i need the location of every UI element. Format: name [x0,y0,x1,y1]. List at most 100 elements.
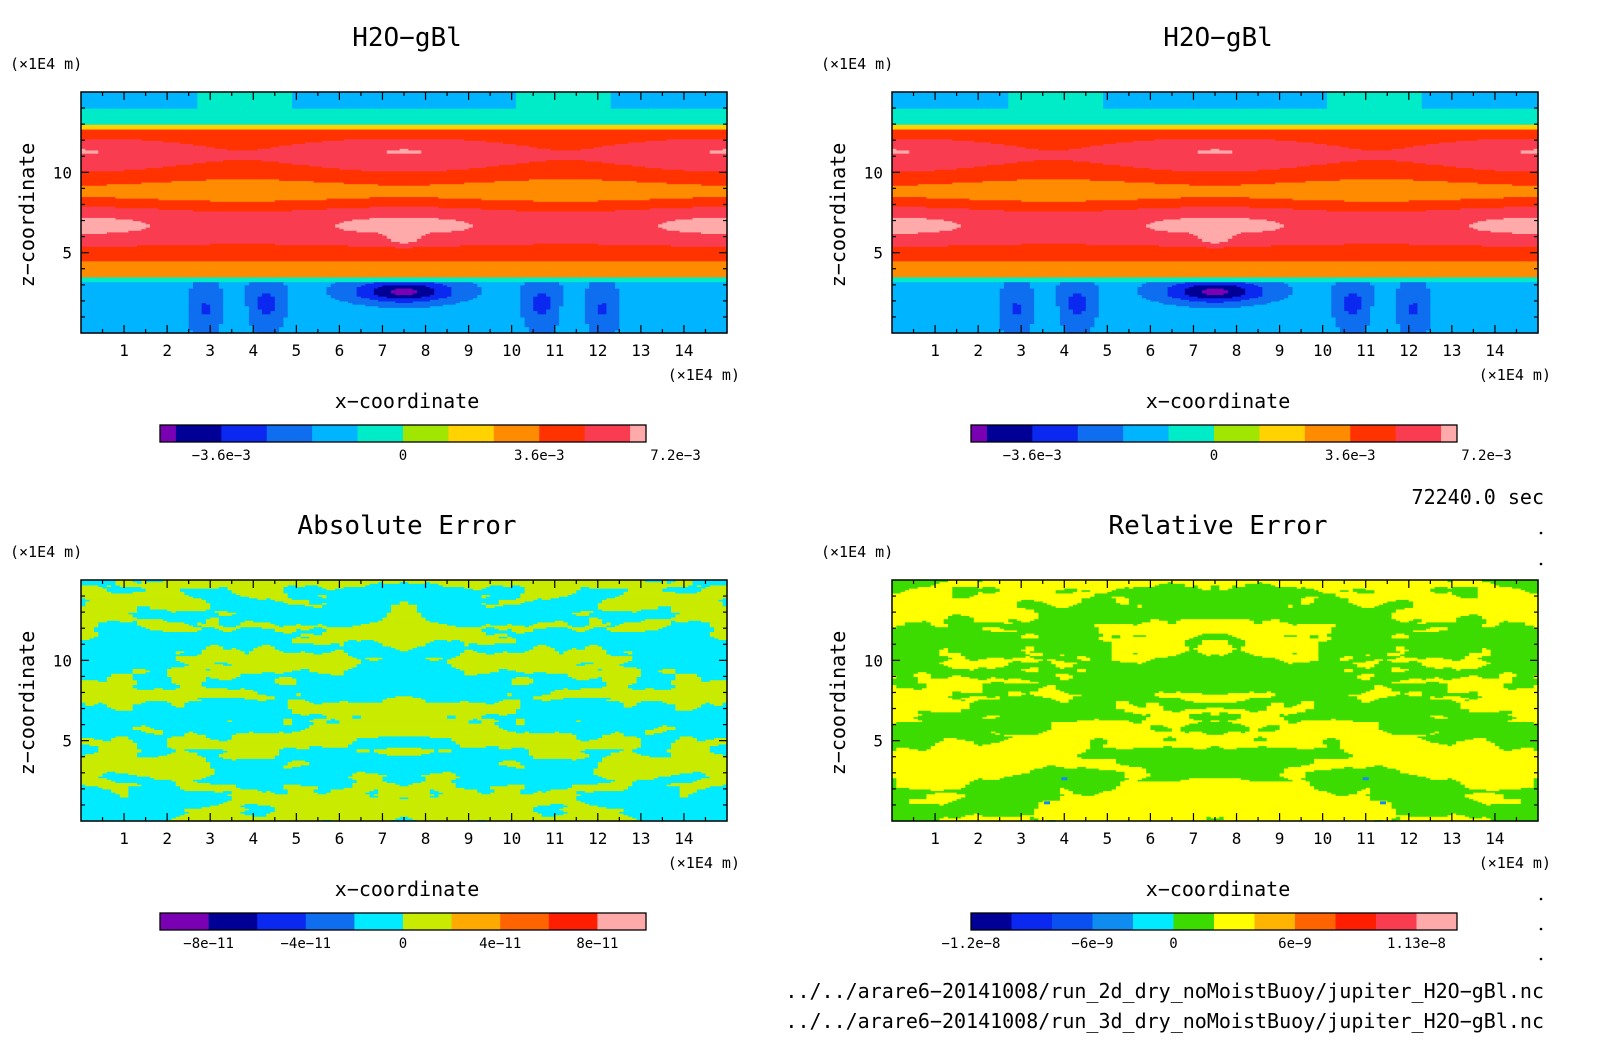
heatmap-cell [429,790,440,793]
heatmap-cell [563,289,586,292]
heatmap-cell [1357,294,1375,297]
heatmap-cell [1460,706,1539,710]
heatmap-cell [274,307,289,310]
heatmap-cell [141,624,194,628]
heatmap-cell [210,644,220,647]
heatmap-cell [223,318,250,321]
heatmap-cell [1326,98,1423,101]
heatmap-cell [1525,621,1539,624]
heatmap-cell [1451,666,1479,669]
heatmap-cell [1520,798,1539,801]
heatmap-cell [892,122,1539,125]
heatmap-cell [1077,588,1117,591]
heatmap-cell [1361,788,1371,792]
heatmap-cell [1124,586,1130,589]
heatmap-cell [602,645,728,649]
heatmap-cell [1159,244,1272,247]
heatmap-cell [679,612,728,615]
heatmap-cell [184,809,246,812]
heatmap-cell [892,682,928,686]
heatmap-cell [892,747,897,750]
heatmap-cell [81,145,207,148]
heatmap-cell [926,686,984,689]
heatmap-cell [1296,652,1319,655]
heatmap-cell [300,692,508,695]
heatmap-cell [223,296,246,299]
heatmap-cell [1059,323,1096,326]
heatmap-cell [619,321,728,324]
heatmap-cell [1520,801,1539,804]
heatmap-cell [619,299,728,302]
heatmap-cell [515,92,612,95]
heatmap-cell [248,307,259,310]
heatmap-cell [158,207,328,210]
heatmap-cell [218,803,246,806]
heatmap-cell [167,700,190,703]
heatmap-cell [1098,767,1147,771]
heatmap-cell [1314,747,1341,750]
heatmap-cell [584,318,620,321]
heatmap-cell [1124,774,1151,777]
heatmap-cell [365,657,384,660]
heatmap-cell [81,247,728,251]
heatmap-cell [1103,100,1328,103]
heatmap-cell [326,289,358,292]
heatmap-cell [266,790,272,793]
heatmap-cell [597,761,728,764]
heatmap-cell [892,641,1113,644]
heatmap-cell [1533,785,1539,788]
heatmap-cell [171,666,353,669]
heatmap-cell [982,628,1005,631]
heatmap-cell [494,718,517,721]
heatmap-cell [356,663,452,666]
heatmap-cell [485,165,646,169]
x-tick-label: 8 [421,341,431,360]
heatmap-cell [627,814,728,817]
heatmap-cell [1184,724,1246,727]
heatmap-cell [1400,771,1539,774]
heatmap-cell [1103,143,1328,146]
heatmap-cell [292,669,310,673]
x-tick-label: 12 [1399,341,1418,360]
heatmap-cell [434,748,440,751]
heatmap-cell [1339,161,1414,164]
heatmap-cell [1184,642,1203,645]
heatmap-cell [892,615,949,618]
heatmap-cell [421,234,728,238]
heatmap-cell [559,321,586,324]
heatmap-cell [81,143,194,146]
heatmap-cell [1154,694,1276,697]
heatmap-cell [429,286,452,289]
heatmap-cell [1098,792,1332,795]
heatmap-cell [597,607,659,610]
heatmap-cell [1309,164,1444,167]
heatmap-cell [892,792,936,795]
heatmap-cell [1167,620,1177,623]
heatmap-cell [1357,663,1375,666]
heatmap-cell [550,307,560,310]
heatmap-cell [81,711,293,714]
heatmap-cell [205,145,280,148]
heatmap-cell [1477,692,1539,695]
heatmap-field [892,580,1539,822]
heatmap-cell [615,596,728,599]
heatmap-cell [210,312,224,315]
heatmap-cell [520,584,689,588]
heatmap-cell [528,624,573,628]
heatmap-cell [892,284,1005,288]
heatmap-cell [1365,666,1371,669]
heatmap-cell [939,661,1009,665]
heatmap-cell [1059,796,1371,800]
heatmap-cell [1288,283,1337,286]
heatmap-cell [1068,788,1113,792]
heatmap-cell [1003,283,1031,286]
heatmap-cell [81,222,147,225]
heatmap-cell [709,621,728,624]
heatmap-cell [892,308,1001,312]
heatmap-cell [701,771,728,774]
heatmap-cell [257,788,289,792]
heatmap-cell [1395,308,1410,312]
heatmap-cell [369,793,375,796]
heatmap-cell [283,721,293,724]
heatmap-cell [81,239,392,243]
